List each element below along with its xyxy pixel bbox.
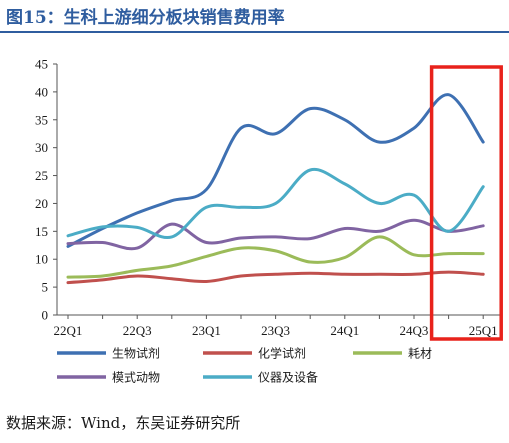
series-line-2 [66, 270, 485, 285]
x-tick-label: 22Q3 [123, 323, 152, 338]
y-tick-label: 30 [35, 140, 48, 155]
x-tick-label: 23Q1 [192, 323, 221, 338]
title-rule [0, 31, 509, 33]
legend-label-3: 耗材 [408, 347, 432, 361]
series-line-4 [66, 218, 485, 251]
highlight-rect [429, 65, 503, 341]
legend-label-1: 生物试剂 [112, 346, 160, 361]
series-line-1 [66, 93, 485, 248]
x-tick-label: 23Q3 [261, 323, 290, 338]
series-line-5 [66, 167, 485, 240]
y-tick-label: 35 [35, 112, 48, 127]
highlight-box [429, 65, 503, 341]
y-tick-label: 20 [35, 196, 48, 211]
y-tick-label: 25 [35, 168, 48, 183]
y-tick-label: 5 [42, 280, 49, 295]
x-tick-label: 24Q1 [330, 323, 359, 338]
legend-label-5: 仪器及设备 [258, 371, 318, 385]
y-tick-label: 15 [35, 224, 48, 239]
y-tick-label: 45 [35, 57, 48, 72]
x-tick-label: 25Q1 [469, 323, 498, 338]
legend-label-4: 模式动物 [112, 371, 160, 385]
x-tick-label: 24Q3 [400, 323, 429, 338]
y-tick-label: 10 [35, 252, 48, 267]
x-tick-label: 22Q1 [54, 323, 83, 338]
x-axis: 22Q1 22Q3 23Q1 23Q3 24Q1 24Q3 25Q1 [54, 314, 500, 338]
legend-label-2: 化学试剂 [258, 346, 306, 361]
y-axis: 0 5 10 15 20 25 30 35 40 45 [35, 57, 58, 323]
figure-title: 图15：生科上游细分板块销售费用率 [6, 8, 285, 28]
series-line-3 [66, 235, 485, 279]
y-tick-label: 0 [42, 308, 49, 323]
source-note: 数据来源：Wind，东吴证券研究所 [6, 414, 241, 432]
y-tick-label: 40 [35, 84, 48, 99]
series-lines [66, 93, 485, 285]
